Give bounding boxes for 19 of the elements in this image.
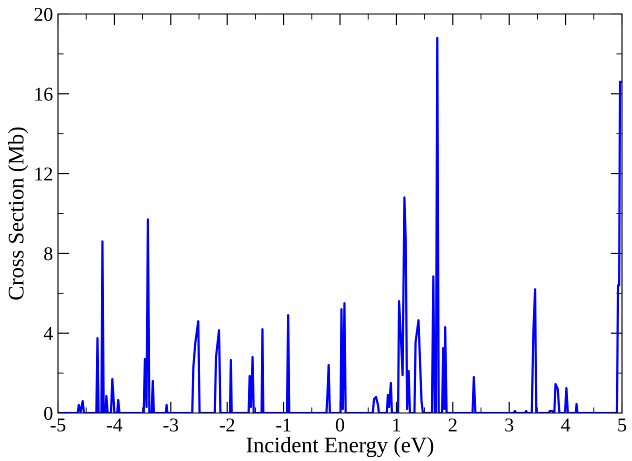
- y-tick-label: 4: [44, 327, 53, 340]
- x-tick-label: 5: [618, 418, 626, 432]
- x-tick-label: 0: [336, 418, 344, 432]
- y-tick-label: 12: [35, 167, 52, 180]
- x-tick-label: -4: [107, 418, 122, 432]
- x-tick-label: 3: [505, 418, 514, 432]
- y-tick-label: 20: [34, 8, 52, 21]
- y-tick-label: 0: [44, 406, 52, 420]
- x-tick-label: 2: [448, 418, 457, 432]
- y-tick-label: 16: [35, 88, 53, 101]
- x-tick-label: 1: [393, 418, 400, 432]
- x-tick-label: 4: [561, 418, 570, 432]
- x-tick-label: -5: [50, 418, 66, 432]
- x-tick-label: -2: [220, 418, 234, 432]
- x-tick-label: -3: [163, 418, 178, 432]
- x-axis-title: Incident Energy (eV): [246, 436, 434, 458]
- x-tick-label: -1: [276, 418, 291, 432]
- y-tick-label: 8: [44, 247, 52, 260]
- y-axis-title: Cross Section (Mb): [8, 127, 28, 300]
